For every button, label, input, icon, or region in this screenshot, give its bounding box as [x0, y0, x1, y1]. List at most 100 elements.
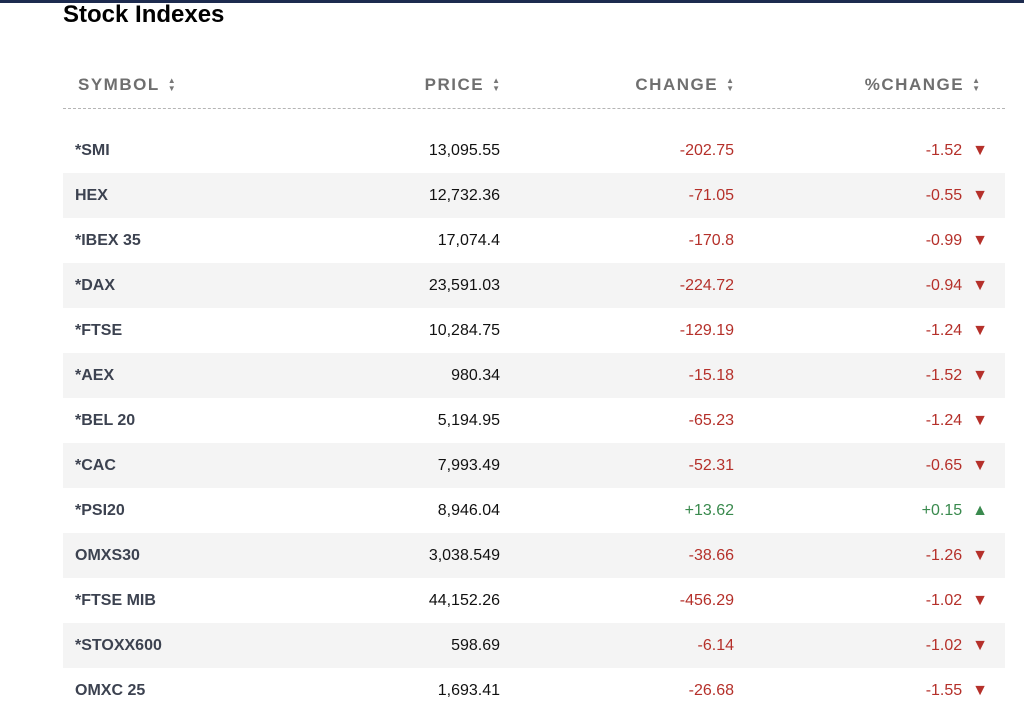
price: 44,152.26: [428, 591, 500, 609]
table-row[interactable]: *DAX 23,591.03 -224.72 -0.94 ▼: [63, 263, 1005, 308]
pct-change: -1.02 ▼: [734, 592, 1000, 610]
symbol-link[interactable]: *BEL 20: [75, 411, 136, 429]
pct-change-value: -1.24: [925, 321, 963, 339]
page-title: Stock Indexes: [63, 1, 225, 28]
pct-change-value: -1.52: [925, 366, 963, 384]
sort-symbol[interactable]: SYMBOL ▲ ▼: [63, 75, 268, 95]
change: -6.14: [697, 636, 734, 654]
pct-change-value: +0.15: [921, 501, 963, 519]
table-row[interactable]: HEX 12,732.36 -71.05 -0.55 ▼: [63, 173, 1005, 218]
pct-change-value: -1.52: [925, 141, 963, 159]
symbol-link[interactable]: *SMI: [75, 141, 110, 159]
header-label: CHANGE: [635, 75, 719, 94]
pct-change-value: -0.94: [925, 276, 963, 294]
pct-change: -1.52 ▼: [734, 142, 1000, 160]
symbol-link[interactable]: OMXC 25: [75, 681, 146, 699]
pct-change: -1.26 ▼: [734, 547, 1000, 565]
symbol-link[interactable]: *CAC: [75, 456, 116, 474]
table-row[interactable]: *IBEX 35 17,074.4 -170.8 -0.99 ▼: [63, 218, 1005, 263]
arrow-down-icon: ▼: [972, 321, 988, 339]
change: -65.23: [688, 411, 734, 429]
arrow-down-icon: ▼: [972, 636, 988, 654]
price: 5,194.95: [437, 411, 500, 429]
sort-icon: ▲ ▼: [492, 76, 500, 93]
arrow-up-icon: ▲: [972, 501, 988, 519]
pct-change: -1.52 ▼: [734, 367, 1000, 385]
change: -52.31: [688, 456, 734, 474]
pct-change-value: -0.55: [925, 186, 963, 204]
arrow-down-icon: ▼: [972, 186, 988, 204]
change: +13.62: [684, 501, 734, 519]
price: 1,693.41: [437, 681, 500, 699]
stock-indexes-table: SYMBOL ▲ ▼ PRICE ▲ ▼ CHANGE ▲ ▼ %CHANGE ▲ ▼ *SMI…: [63, 62, 1005, 713]
sort-pct-change[interactable]: %CHANGE ▲ ▼: [734, 75, 1000, 95]
header-label: SYMBOL: [78, 75, 160, 94]
price: 23,591.03: [428, 276, 500, 294]
top-bar: [0, 0, 1024, 3]
price: 8,946.04: [437, 501, 500, 519]
arrow-down-icon: ▼: [972, 681, 988, 699]
symbol-link[interactable]: *STOXX600: [75, 636, 162, 654]
table-row[interactable]: *CAC 7,993.49 -52.31 -0.65 ▼: [63, 443, 1005, 488]
arrow-down-icon: ▼: [972, 141, 988, 159]
symbol-link[interactable]: *IBEX 35: [75, 231, 141, 249]
header-label: PRICE: [424, 75, 485, 94]
symbol-link[interactable]: *DAX: [75, 276, 116, 294]
arrow-down-icon: ▼: [972, 591, 988, 609]
pct-change: -0.65 ▼: [734, 457, 1000, 475]
symbol-link[interactable]: *AEX: [75, 366, 115, 384]
sort-price[interactable]: PRICE ▲ ▼: [268, 75, 500, 95]
pct-change: -1.24 ▼: [734, 412, 1000, 430]
symbol-link[interactable]: HEX: [75, 186, 108, 204]
change: -71.05: [688, 186, 734, 204]
price: 13,095.55: [428, 141, 500, 159]
pct-change-value: -1.24: [925, 411, 963, 429]
table-row[interactable]: *FTSE MIB 44,152.26 -456.29 -1.02 ▼: [63, 578, 1005, 623]
table-body: *SMI 13,095.55 -202.75 -1.52 ▼ HEX 12,732.36 -7…: [63, 128, 1005, 713]
change: -456.29: [679, 591, 734, 609]
table-row[interactable]: OMXS30 3,038.549 -38.66 -1.26 ▼: [63, 533, 1005, 578]
table-row[interactable]: *STOXX600 598.69 -6.14 -1.02 ▼: [63, 623, 1005, 668]
symbol-link[interactable]: *FTSE: [75, 321, 123, 339]
pct-change-value: -1.26: [925, 546, 963, 564]
table-row[interactable]: *FTSE 10,284.75 -129.19 -1.24 ▼: [63, 308, 1005, 353]
pct-change-value: -1.02: [925, 591, 963, 609]
symbol-link[interactable]: *FTSE MIB: [75, 591, 156, 609]
price: 7,993.49: [437, 456, 500, 474]
arrow-down-icon: ▼: [972, 546, 988, 564]
arrow-down-icon: ▼: [972, 276, 988, 294]
table-row[interactable]: *SMI 13,095.55 -202.75 -1.52 ▼: [63, 128, 1005, 173]
pct-change: -1.55 ▼: [734, 682, 1000, 700]
arrow-down-icon: ▼: [972, 231, 988, 249]
sort-icon: ▲ ▼: [167, 76, 176, 93]
pct-change: -0.99 ▼: [734, 232, 1000, 250]
table-row[interactable]: *BEL 20 5,194.95 -65.23 -1.24 ▼: [63, 398, 1005, 443]
table-row[interactable]: *AEX 980.34 -15.18 -1.52 ▼: [63, 353, 1005, 398]
price: 10,284.75: [428, 321, 500, 339]
pct-change: -1.24 ▼: [734, 322, 1000, 340]
change: -202.75: [679, 141, 734, 159]
change: -38.66: [688, 546, 734, 564]
table-row[interactable]: *PSI20 8,946.04 +13.62 +0.15 ▲: [63, 488, 1005, 533]
arrow-down-icon: ▼: [972, 411, 988, 429]
header-label: %CHANGE: [864, 75, 965, 94]
pct-change: -1.02 ▼: [734, 637, 1000, 655]
price: 3,038.549: [428, 546, 500, 564]
pct-change: -0.55 ▼: [734, 187, 1000, 205]
price: 598.69: [451, 636, 500, 654]
arrow-down-icon: ▼: [972, 366, 988, 384]
pct-change-value: -1.02: [925, 636, 963, 654]
pct-change-value: -0.99: [925, 231, 963, 249]
pct-change-value: -1.55: [925, 681, 963, 699]
pct-change: +0.15 ▲: [734, 502, 1000, 520]
price: 12,732.36: [428, 186, 500, 204]
sort-change[interactable]: CHANGE ▲ ▼: [500, 75, 734, 95]
sort-icon: ▲ ▼: [972, 76, 980, 93]
symbol-link[interactable]: *PSI20: [75, 501, 125, 519]
symbol-link[interactable]: OMXS30: [75, 546, 140, 564]
table-row[interactable]: OMXC 25 1,693.41 -26.68 -1.55 ▼: [63, 668, 1005, 713]
price: 17,074.4: [437, 231, 500, 249]
change: -26.68: [688, 681, 734, 699]
table-header: SYMBOL ▲ ▼ PRICE ▲ ▼ CHANGE ▲ ▼ %CHANGE ▲ ▼: [63, 62, 1005, 109]
sort-icon: ▲ ▼: [726, 76, 734, 93]
